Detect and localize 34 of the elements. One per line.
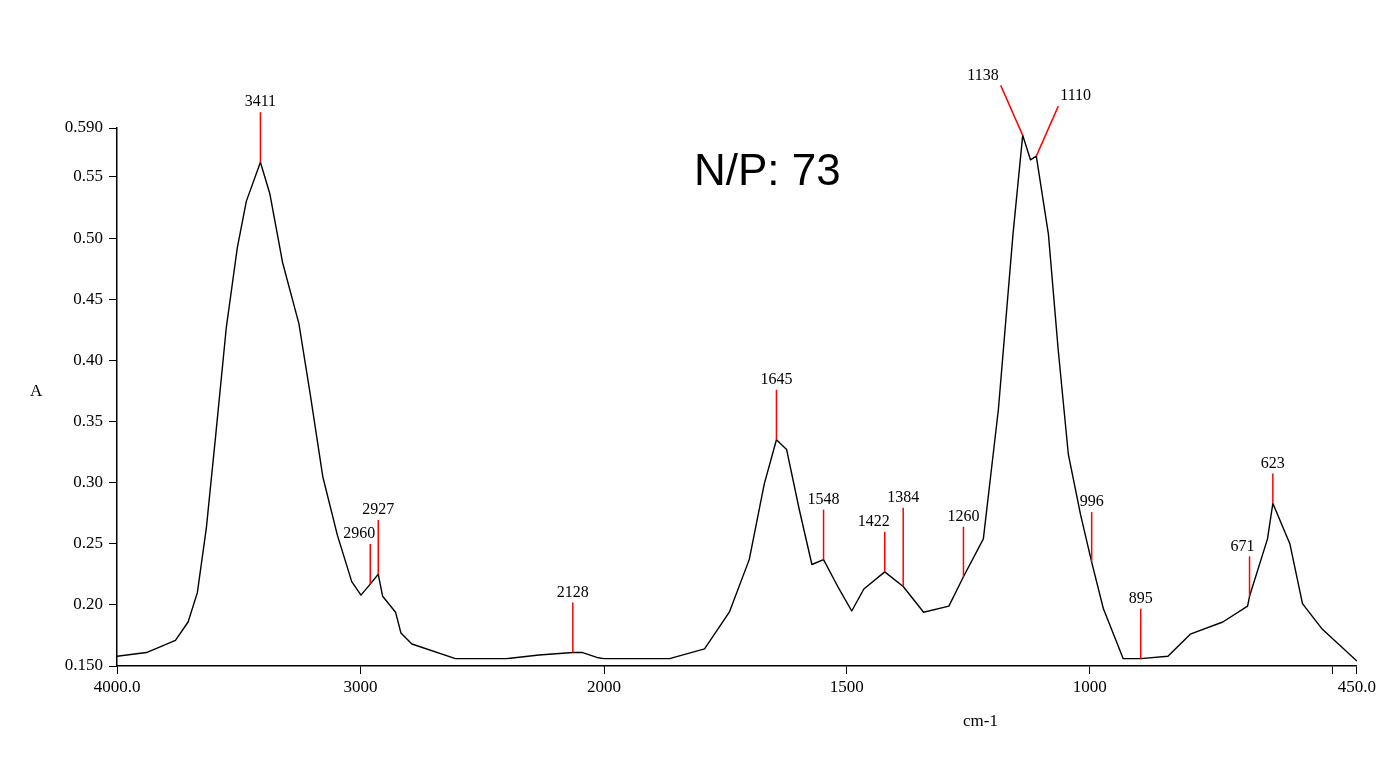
annotation: 1422 (857, 512, 890, 530)
annotation: N/P: 73 (694, 145, 841, 195)
annotation: 2128 (556, 582, 589, 600)
x-axis-title: cm-1 (962, 711, 998, 731)
y-tick-label: 0.20 (73, 594, 103, 614)
x-tick-label: 1500 (829, 676, 864, 696)
x-tick-label: 450.0 (1337, 676, 1376, 696)
y-tick-label: 0.30 (73, 472, 103, 492)
annotation: 2960 (343, 524, 376, 542)
annotation: 623 (1260, 453, 1285, 471)
annotation: 1138 (967, 65, 999, 83)
x-tick-label: 1000 (1072, 676, 1107, 696)
annotation: 2927 (362, 500, 395, 518)
annotation: 1548 (807, 489, 840, 507)
y-tick-label: 0.55 (73, 166, 103, 186)
annotation: 1260 (947, 506, 980, 524)
y-axis-title: A (30, 381, 43, 401)
y-tick-label: 0.40 (73, 349, 103, 369)
y-tick-label: 0.45 (73, 288, 103, 308)
x-tick-label: 4000.0 (93, 676, 141, 696)
annotation: 1645 (760, 370, 793, 387)
x-tick-label: 3000 (343, 676, 378, 696)
annotation: 996 (1079, 492, 1104, 510)
annotation: 3411 (244, 92, 277, 110)
y-tick-label: 0.590 (64, 117, 103, 137)
x-tick-label: 2000 (587, 676, 621, 696)
y-tick-label: 0.50 (73, 227, 103, 247)
y-tick-label: 0.35 (73, 410, 103, 430)
annotation: 1110 (1060, 86, 1092, 104)
y-tick-label: 0.150 (64, 655, 103, 675)
annotation: 895 (1128, 588, 1153, 606)
annotation: 1384 (887, 488, 920, 506)
annotation: 671 (1230, 536, 1255, 554)
y-tick-label: 0.25 (73, 533, 103, 553)
